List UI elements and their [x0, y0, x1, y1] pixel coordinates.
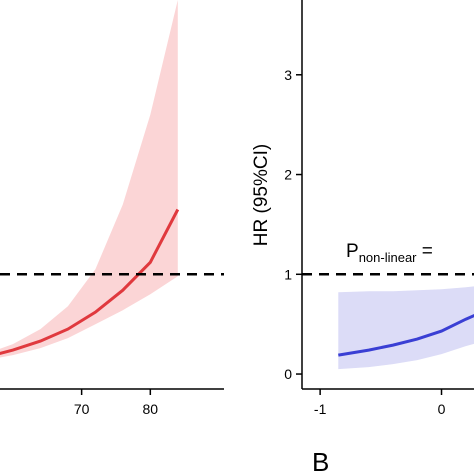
p-letter: P — [346, 241, 359, 262]
p-nonlinear-annotation: Pnon-linear = — [346, 241, 433, 265]
y-ticks-b: 0 1 2 3 — [284, 67, 302, 382]
hr-curve-a — [0, 208, 180, 355]
panel-b-y-tick-label: 0 — [284, 366, 292, 382]
panel-a-x-tick-label: 70 — [74, 401, 90, 417]
panel-label-b: B — [312, 447, 329, 474]
panel-b-x-tick-label: 0 — [438, 401, 446, 417]
panel-b-y-tick-label: 2 — [284, 167, 292, 183]
x-ticks-a: 70 80 — [74, 389, 158, 417]
panel-a-x-tick-label: 80 — [143, 401, 159, 417]
panel-a: 70 80 — [0, 0, 224, 417]
ci-band-a — [0, 0, 178, 358]
x-ticks-b: -1 0 — [314, 389, 446, 417]
ci-band-b — [338, 286, 474, 370]
panel-b-x-tick-label: -1 — [314, 401, 327, 417]
panel-b: 0 1 2 3 -1 0 HR (95%CI) Pnon-linear = B — [251, 0, 474, 474]
panel-b-y-tick-label: 3 — [284, 67, 292, 83]
y-axis-title-b: HR (95%CI) — [251, 144, 272, 246]
p-equals: = — [417, 241, 433, 262]
hr-curve-b — [338, 313, 474, 357]
p-subscript: non-linear — [359, 250, 417, 265]
panel-b-y-tick-label: 1 — [284, 266, 292, 282]
